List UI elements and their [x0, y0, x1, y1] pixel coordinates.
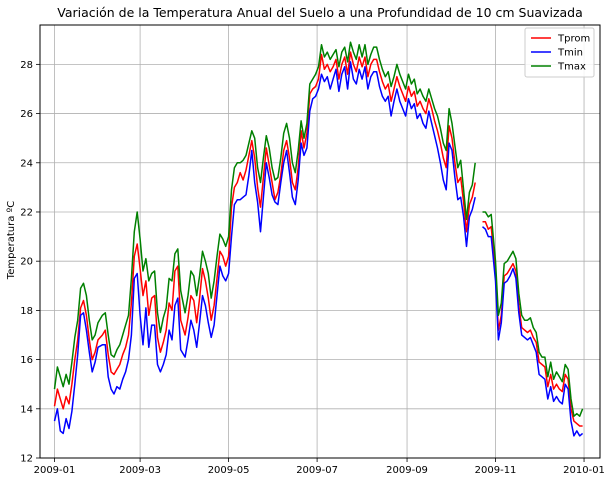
y-tick-label: 22	[20, 207, 33, 218]
x-tick-label: 2009-01	[34, 465, 76, 476]
series-line-tmin	[53, 61, 584, 437]
y-tick-label: 26	[20, 109, 33, 120]
series-lines	[53, 41, 584, 437]
legend-box	[524, 27, 595, 78]
legend-label-tmax: Tmax	[557, 62, 586, 73]
x-tick-label: 2009-09	[386, 465, 428, 476]
y-axis-label: Temperatura ºC	[6, 201, 17, 280]
y-tick-label: 12	[20, 454, 33, 465]
y-tick-label: 16	[20, 355, 33, 366]
y-tick-label: 18	[20, 306, 33, 317]
legend-label-tprom: Tprom	[557, 34, 590, 45]
y-tick-label: 20	[20, 257, 33, 268]
legend-label-tmin: Tmin	[557, 48, 583, 59]
x-tick-label: 2009-11	[475, 465, 517, 476]
series-line-tprom	[53, 51, 583, 427]
y-tick-label: 28	[20, 60, 33, 71]
x-tick-label: 2009-05	[208, 465, 250, 476]
plot-frame	[39, 24, 601, 459]
chart-title: Variación de la Temperatura Anual del Su…	[57, 5, 583, 20]
x-tick-label: 2009-03	[119, 465, 161, 476]
x-tick-label: 2010-01	[563, 465, 605, 476]
series-line-tmax	[53, 41, 584, 417]
x-tick-label: 2009-07	[296, 465, 338, 476]
y-tick-label: 24	[20, 158, 33, 169]
axis-ticks: 2009-01 2009-03 2009-05 2009-07 2009-09 2009-…	[20, 60, 605, 476]
y-tick-label: 14	[20, 404, 33, 415]
legend: Tprom Tmin Tmax	[524, 27, 595, 78]
